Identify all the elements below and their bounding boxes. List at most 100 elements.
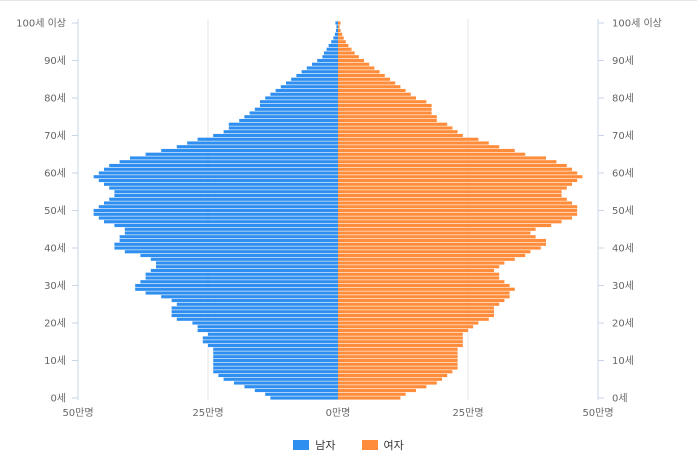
bar-female[interactable] <box>338 163 567 168</box>
bar-female[interactable] <box>338 253 526 258</box>
bar-female[interactable] <box>338 133 463 138</box>
bar-male[interactable] <box>192 321 338 325</box>
bar-male[interactable] <box>213 347 338 351</box>
bar-female[interactable] <box>338 58 364 63</box>
bar-female[interactable] <box>338 171 578 175</box>
bar-female[interactable] <box>338 268 494 273</box>
bar-male[interactable] <box>260 103 338 108</box>
bar-male[interactable] <box>202 340 338 344</box>
bar-female[interactable] <box>338 126 453 130</box>
bar-male[interactable] <box>145 291 338 295</box>
bar-female[interactable] <box>338 370 453 374</box>
bar-male[interactable] <box>335 28 338 33</box>
bar-male[interactable] <box>104 201 338 205</box>
bar-male[interactable] <box>161 148 338 153</box>
bar-male[interactable] <box>161 295 338 299</box>
bar-male[interactable] <box>98 171 338 175</box>
bar-female[interactable] <box>338 145 500 149</box>
bar-female[interactable] <box>338 291 510 295</box>
bar-male[interactable] <box>317 58 338 63</box>
bar-male[interactable] <box>109 197 338 201</box>
bar-male[interactable] <box>124 250 338 254</box>
bar-female[interactable] <box>338 238 546 243</box>
bar-male[interactable] <box>98 216 338 220</box>
bar-female[interactable] <box>338 156 546 160</box>
bar-male[interactable] <box>228 126 338 130</box>
bar-female[interactable] <box>338 381 437 385</box>
bar-male[interactable] <box>176 317 338 321</box>
bar-female[interactable] <box>338 227 536 231</box>
bar-male[interactable] <box>130 156 338 160</box>
bar-female[interactable] <box>338 66 375 70</box>
bar-male[interactable] <box>202 336 338 340</box>
bar-female[interactable] <box>338 25 340 29</box>
bar-male[interactable] <box>280 85 338 89</box>
bar-female[interactable] <box>338 347 458 351</box>
bar-male[interactable] <box>145 276 338 280</box>
bar-male[interactable] <box>244 385 338 389</box>
bar-female[interactable] <box>338 340 463 344</box>
bar-male[interactable] <box>150 257 338 261</box>
bar-male[interactable] <box>213 355 338 359</box>
bar-male[interactable] <box>124 227 338 231</box>
bar-female[interactable] <box>338 47 352 51</box>
bar-male[interactable] <box>270 396 338 400</box>
legend-item-male[interactable]: 남자 <box>293 437 336 453</box>
bar-female[interactable] <box>338 21 341 25</box>
bar-female[interactable] <box>338 306 494 310</box>
bar-female[interactable] <box>338 321 479 325</box>
bar-female[interactable] <box>338 212 578 216</box>
bar-female[interactable] <box>338 328 468 333</box>
bar-female[interactable] <box>338 317 489 321</box>
bar-female[interactable] <box>338 88 406 93</box>
bar-male[interactable] <box>145 152 338 156</box>
bar-male[interactable] <box>228 122 338 126</box>
bar-female[interactable] <box>338 182 572 186</box>
bar-female[interactable] <box>338 73 385 78</box>
bar-female[interactable] <box>338 186 567 190</box>
bar-male[interactable] <box>275 88 338 93</box>
bar-male[interactable] <box>223 130 338 134</box>
bar-male[interactable] <box>119 235 338 239</box>
bar-female[interactable] <box>338 235 536 239</box>
bar-male[interactable] <box>104 182 338 186</box>
bar-female[interactable] <box>338 40 346 44</box>
bar-female[interactable] <box>338 103 432 108</box>
bar-male[interactable] <box>301 70 338 74</box>
bar-male[interactable] <box>265 392 338 396</box>
bar-female[interactable] <box>338 216 572 220</box>
bar-female[interactable] <box>338 246 541 250</box>
bar-female[interactable] <box>338 92 411 96</box>
bar-male[interactable] <box>254 107 338 111</box>
bar-male[interactable] <box>234 381 338 385</box>
bar-male[interactable] <box>124 231 338 235</box>
bar-male[interactable] <box>208 343 338 348</box>
bar-female[interactable] <box>338 32 343 36</box>
bar-male[interactable] <box>135 283 338 288</box>
bar-male[interactable] <box>208 332 338 336</box>
bar-male[interactable] <box>135 287 338 291</box>
bar-male[interactable] <box>213 133 338 138</box>
bar-female[interactable] <box>338 141 489 145</box>
bar-male[interactable] <box>326 47 338 51</box>
bar-male[interactable] <box>322 55 338 59</box>
bar-female[interactable] <box>338 152 526 156</box>
bar-female[interactable] <box>338 257 515 261</box>
bar-male[interactable] <box>335 21 338 25</box>
bar-female[interactable] <box>338 287 515 291</box>
bar-female[interactable] <box>338 201 572 205</box>
bar-male[interactable] <box>213 370 338 374</box>
bar-female[interactable] <box>338 220 562 224</box>
bar-male[interactable] <box>93 212 338 216</box>
bar-male[interactable] <box>286 81 338 85</box>
bar-female[interactable] <box>338 298 505 303</box>
bar-male[interactable] <box>328 43 338 48</box>
bar-male[interactable] <box>109 186 338 190</box>
bar-male[interactable] <box>140 280 338 284</box>
bar-female[interactable] <box>338 392 406 396</box>
bar-female[interactable] <box>338 208 578 213</box>
bar-male[interactable] <box>114 246 339 250</box>
bar-female[interactable] <box>338 167 572 171</box>
bar-male[interactable] <box>239 118 338 123</box>
bar-male[interactable] <box>331 40 338 44</box>
